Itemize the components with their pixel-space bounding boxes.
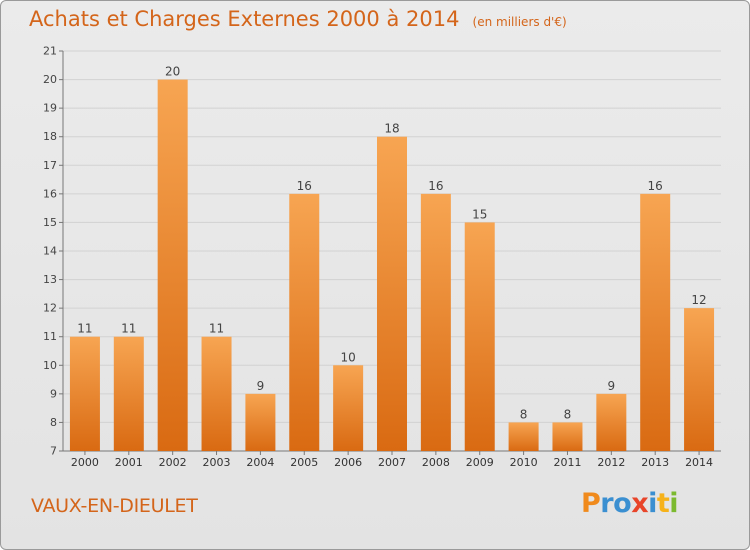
- x-tick-label: 2004: [246, 456, 274, 469]
- y-tick-label: 11: [43, 330, 57, 343]
- x-tick-label: 2003: [203, 456, 231, 469]
- x-tick-label: 2014: [685, 456, 713, 469]
- x-tick-label: 2008: [422, 456, 450, 469]
- logo-letter: P: [581, 488, 601, 519]
- bar-2011: [552, 422, 583, 451]
- bar-2009: [464, 222, 495, 451]
- x-tick-label: 2010: [510, 456, 538, 469]
- data-label: 15: [472, 207, 487, 221]
- commune-name: VAUX-EN-DIEULET: [31, 495, 198, 517]
- bar-2012: [596, 393, 627, 451]
- bar-2004: [245, 393, 276, 451]
- x-tick-label: 2009: [466, 456, 494, 469]
- data-label: 9: [257, 379, 265, 393]
- y-tick-label: 18: [43, 130, 57, 143]
- logo-letter: r: [600, 488, 614, 519]
- data-label: 11: [121, 322, 136, 336]
- data-label: 16: [297, 179, 312, 193]
- data-label: 9: [608, 379, 616, 393]
- data-label: 12: [691, 293, 706, 307]
- y-tick-label: 15: [43, 216, 57, 229]
- bar-2005: [289, 193, 320, 451]
- x-tick-label: 2002: [159, 456, 187, 469]
- y-tick-label: 20: [43, 73, 57, 86]
- y-tick-label: 13: [43, 273, 57, 286]
- bar-2001: [113, 336, 144, 451]
- bar-2008: [420, 193, 451, 451]
- data-label: 11: [209, 322, 224, 336]
- bar-2013: [640, 193, 671, 451]
- x-tick-label: 2006: [334, 456, 362, 469]
- bar-2010: [508, 422, 539, 451]
- bar-2003: [201, 336, 232, 451]
- y-tick-label: 19: [43, 102, 57, 115]
- logo-letter: i: [648, 488, 657, 519]
- y-tick-label: 10: [43, 359, 57, 372]
- logo-letter: i: [669, 488, 679, 519]
- data-label: 10: [340, 350, 355, 364]
- bar-chart: 7 8 9 10 11 12 13 14 15 16 17 18 19 20 21 11 2000 11 2001 2…: [43, 45, 721, 469]
- x-tick-label: 2000: [71, 456, 99, 469]
- proxiti-logo: Proxiti: [581, 488, 679, 519]
- x-tick-label: 2005: [290, 456, 318, 469]
- data-label: 16: [648, 179, 663, 193]
- y-tick-label: 16: [43, 187, 57, 200]
- data-label: 16: [428, 179, 443, 193]
- x-tick-label: 2012: [597, 456, 625, 469]
- x-tick-label: 2011: [553, 456, 581, 469]
- x-tick-label: 2007: [378, 456, 406, 469]
- y-tick-label: 17: [43, 159, 57, 172]
- bar-2006: [333, 365, 364, 451]
- data-label: 8: [520, 407, 528, 421]
- y-tick-label: 14: [43, 245, 57, 258]
- chart-title: Achats et Charges Externes 2000 à 2014 (…: [29, 7, 567, 31]
- bar-2007: [377, 136, 407, 451]
- data-label: 18: [384, 122, 399, 136]
- logo-letter: x: [631, 488, 649, 519]
- chart-title-text: Achats et Charges Externes 2000 à 2014: [29, 7, 460, 31]
- y-tick-label: 9: [50, 387, 57, 400]
- y-tick-label: 12: [43, 302, 57, 315]
- y-tick-label: 8: [50, 416, 57, 429]
- bar-2000: [69, 336, 100, 451]
- logo-letter: t: [656, 488, 670, 519]
- bar-2014: [684, 308, 715, 451]
- chart-unit: (en milliers d'€): [472, 15, 567, 29]
- y-tick-label: 7: [50, 445, 57, 458]
- y-tick-label: 21: [43, 45, 57, 58]
- x-tick-label: 2001: [115, 456, 143, 469]
- data-label: 11: [77, 322, 92, 336]
- data-label: 8: [564, 407, 572, 421]
- bar-2002: [157, 79, 188, 452]
- x-tick-label: 2013: [641, 456, 669, 469]
- logo-letter: o: [613, 488, 632, 519]
- data-label: 20: [165, 65, 180, 79]
